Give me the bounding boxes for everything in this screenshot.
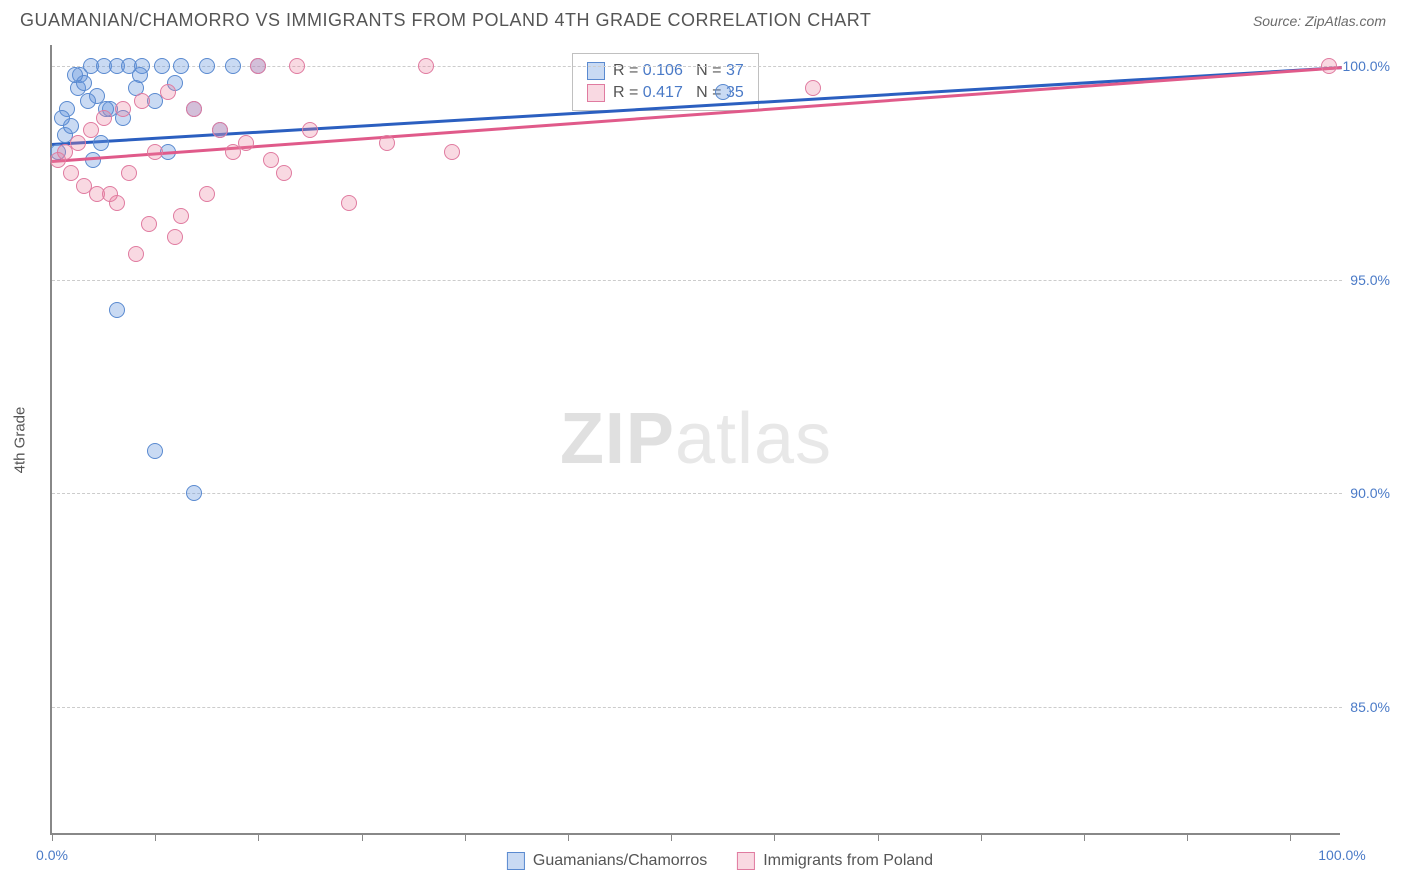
xtick <box>1187 833 1188 841</box>
scatter-point <box>199 186 215 202</box>
ytick-label: 85.0% <box>1340 699 1390 715</box>
scatter-point <box>276 165 292 181</box>
scatter-point <box>102 186 118 202</box>
watermark-atlas: atlas <box>675 399 832 479</box>
xtick <box>1084 833 1085 841</box>
scatter-point <box>250 58 266 74</box>
scatter-point <box>263 152 279 168</box>
scatter-point <box>134 93 150 109</box>
scatter-point <box>132 67 148 83</box>
scatter-point <box>147 443 163 459</box>
xtick <box>568 833 569 841</box>
scatter-point <box>418 58 434 74</box>
scatter-point <box>173 208 189 224</box>
scatter-point <box>147 144 163 160</box>
gridline <box>52 280 1342 281</box>
scatter-point <box>154 58 170 74</box>
xtick <box>258 833 259 841</box>
scatter-point <box>67 67 83 83</box>
stats-text: R = 0.106 N = 37 <box>613 62 744 80</box>
bottom-legend: Guamanians/Chamorros Immigrants from Pola… <box>507 852 933 870</box>
watermark-zip: ZIP <box>560 399 675 479</box>
ytick-label: 95.0% <box>1340 272 1390 288</box>
scatter-point <box>199 58 215 74</box>
plot-area: ZIPatlas R = 0.106 N = 37R = 0.417 N = 3… <box>50 45 1340 835</box>
scatter-point <box>83 122 99 138</box>
watermark: ZIPatlas <box>560 398 832 480</box>
scatter-point <box>109 302 125 318</box>
scatter-point <box>238 135 254 151</box>
ytick-label: 90.0% <box>1340 485 1390 501</box>
chart-container: 4th Grade ZIPatlas R = 0.106 N = 37R = 0… <box>50 45 1390 835</box>
gridline <box>52 66 1342 67</box>
scatter-point <box>70 135 86 151</box>
scatter-point <box>444 144 460 160</box>
source-value: ZipAtlas.com <box>1305 13 1386 29</box>
scatter-point <box>379 135 395 151</box>
scatter-point <box>160 84 176 100</box>
xtick <box>465 833 466 841</box>
scatter-point <box>85 152 101 168</box>
xtick <box>1290 833 1291 841</box>
scatter-point <box>715 84 731 100</box>
chart-title: GUAMANIAN/CHAMORRO VS IMMIGRANTS FROM PO… <box>20 10 871 31</box>
stats-legend-row: R = 0.106 N = 37 <box>587 60 744 82</box>
scatter-point <box>805 80 821 96</box>
scatter-point <box>96 110 112 126</box>
scatter-point <box>167 229 183 245</box>
scatter-point <box>80 93 96 109</box>
xtick <box>878 833 879 841</box>
scatter-point <box>341 195 357 211</box>
gridline <box>52 493 1342 494</box>
scatter-point <box>141 216 157 232</box>
scatter-point <box>186 485 202 501</box>
scatter-point <box>93 135 109 151</box>
xtick <box>671 833 672 841</box>
legend-label: Guamanians/Chamorros <box>533 852 707 870</box>
xtick <box>774 833 775 841</box>
scatter-point <box>1321 58 1337 74</box>
scatter-point <box>212 122 228 138</box>
xtick-label: 0.0% <box>36 847 68 863</box>
xtick <box>155 833 156 841</box>
scatter-point <box>173 58 189 74</box>
legend-swatch <box>587 62 605 80</box>
scatter-point <box>225 58 241 74</box>
legend-item: Guamanians/Chamorros <box>507 852 707 870</box>
legend-item: Immigrants from Poland <box>737 852 933 870</box>
xtick <box>362 833 363 841</box>
xtick <box>981 833 982 841</box>
legend-label: Immigrants from Poland <box>763 852 933 870</box>
xtick <box>52 833 53 841</box>
legend-swatch <box>737 852 755 870</box>
scatter-point <box>121 165 137 181</box>
chart-header: GUAMANIAN/CHAMORRO VS IMMIGRANTS FROM PO… <box>0 0 1406 36</box>
scatter-point <box>115 101 131 117</box>
scatter-point <box>289 58 305 74</box>
legend-swatch <box>587 84 605 102</box>
legend-swatch <box>507 852 525 870</box>
scatter-point <box>63 165 79 181</box>
scatter-point <box>54 110 70 126</box>
scatter-point <box>302 122 318 138</box>
chart-source: Source: ZipAtlas.com <box>1253 13 1386 29</box>
source-label: Source: <box>1253 13 1305 29</box>
gridline <box>52 707 1342 708</box>
scatter-point <box>186 101 202 117</box>
xtick-label: 100.0% <box>1318 847 1365 863</box>
ytick-label: 100.0% <box>1340 58 1390 74</box>
scatter-point <box>128 246 144 262</box>
y-axis-label: 4th Grade <box>12 407 29 474</box>
